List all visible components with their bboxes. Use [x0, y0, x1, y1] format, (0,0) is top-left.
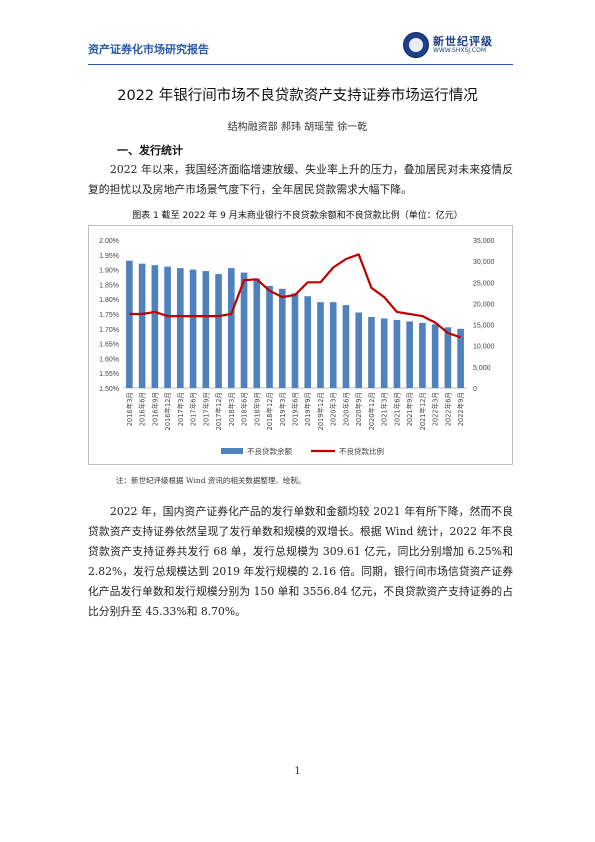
x-axis-category-label: 2019年6月	[291, 392, 300, 426]
x-axis-category-label: 2019年3月	[278, 392, 287, 426]
x-axis-category-label: 2020年6月	[341, 392, 350, 426]
x-axis-category-label: 2016年3月	[125, 392, 134, 426]
bar-npl-balance	[291, 293, 299, 388]
x-axis-category-label: 2018年3月	[227, 392, 236, 426]
x-axis-category-label: 2018年9月	[252, 392, 261, 426]
left-axis-tick-label: 2.00%	[99, 238, 119, 245]
bar-npl-balance	[444, 327, 452, 388]
x-axis-category-label: 2018年12月	[265, 392, 274, 430]
right-axis-tick-label: 10,000	[473, 344, 495, 351]
bar-npl-balance	[164, 266, 171, 388]
bar-npl-balance	[342, 305, 350, 388]
left-axis-tick-label: 1.65%	[99, 342, 119, 349]
issuance-paragraph: 2022 年，国内资产证券化产品的发行单数和金额均较 2021 年有所下降，然而…	[88, 502, 513, 622]
right-axis-tick-label: 25,000	[473, 280, 495, 287]
x-axis-category-label: 2017年9月	[201, 392, 210, 426]
page-number: 1	[294, 766, 301, 777]
left-axis-tick-label: 1.90%	[99, 268, 119, 275]
x-axis-category-label: 2018年6月	[240, 392, 249, 426]
logo-seal-icon	[403, 32, 429, 58]
logo-name: 新世纪评级	[433, 35, 493, 48]
right-axis-tick-label: 30,000	[473, 259, 495, 266]
right-axis-tick-label: 5,000	[473, 365, 491, 372]
document-title: 2022 年银行间市场不良贷款资产支持证券市场运行情况	[117, 88, 478, 104]
company-logo: 新世纪评级 WWW.SHXSJ.COM	[403, 30, 513, 60]
x-axis-category-label: 2021年9月	[405, 392, 414, 426]
legend-bar-swatch	[221, 448, 243, 454]
bar-npl-balance	[380, 318, 388, 388]
intro-paragraph-text: 2022 年以来，我国经济面临增速放缓、失业率上升的压力，叠加居民对未来疫情反复…	[88, 163, 513, 196]
x-axis-category-label: 2019年9月	[303, 392, 312, 426]
bar-npl-balance	[215, 274, 222, 388]
authors-line: 结构融资部 郝玮 胡瑶莹 徐一乾	[227, 122, 368, 133]
bar-npl-balance	[177, 268, 184, 388]
intro-paragraph: 2022 年以来，我国经济面临增速放缓、失业率上升的压力，叠加居民对未来疫情反复…	[88, 160, 513, 200]
x-axis-category-label: 2022年3月	[431, 392, 440, 426]
bar-npl-balance	[227, 268, 235, 388]
legend-line-label: 不良贷款比例	[339, 446, 384, 456]
bar-npl-balance	[431, 324, 439, 388]
bar-npl-balance	[266, 285, 273, 388]
x-axis-category-label: 2021年3月	[380, 392, 389, 426]
line-npl-ratio	[129, 253, 461, 339]
left-axis-tick-label: 1.55%	[99, 371, 119, 378]
bar-npl-balance	[202, 271, 210, 388]
left-axis-tick-label: 1.85%	[99, 282, 119, 289]
bar-npl-balance	[457, 328, 464, 388]
x-axis-category-label: 2022年9月	[456, 392, 465, 426]
x-axis-category-label: 2021年12月	[418, 392, 427, 430]
bar-npl-balance	[253, 278, 261, 388]
bar-npl-balance	[393, 319, 401, 388]
page-header: 资产证券化市场研究报告 新世纪评级 WWW.SHXSJ.COM	[88, 30, 513, 65]
left-axis-tick-label: 1.70%	[99, 327, 119, 334]
right-axis-tick-label: 15,000	[473, 323, 495, 330]
x-axis-category-label: 2016年9月	[150, 392, 159, 426]
right-axis-tick-label: 0	[473, 386, 477, 393]
bar-npl-balance	[151, 265, 159, 388]
x-axis-category-label: 2021年6月	[392, 392, 401, 426]
bar-npl-balance	[138, 263, 146, 388]
bar-npl-balance	[419, 322, 426, 388]
bar-npl-balance	[240, 272, 248, 388]
bar-npl-balance	[126, 260, 133, 388]
bar-npl-balance	[368, 316, 375, 388]
issuance-paragraph-text: 2022 年，国内资产证券化产品的发行单数和金额均较 2021 年有所下降，然而…	[88, 505, 513, 618]
bar-npl-balance	[304, 296, 312, 388]
logo-url: WWW.SHXSJ.COM	[433, 47, 487, 54]
right-axis-tick-label: 35,000	[473, 238, 495, 245]
x-axis-category-label: 2022年6月	[443, 392, 452, 426]
x-axis-category-label: 2017年12月	[214, 392, 223, 430]
x-axis-category-label: 2016年12月	[163, 392, 172, 430]
section-heading: 一、发行统计	[117, 144, 183, 157]
left-axis-tick-label: 1.60%	[99, 356, 119, 363]
left-axis-tick-label: 1.80%	[99, 297, 119, 304]
bar-npl-balance	[406, 321, 413, 388]
bar-npl-balance	[355, 312, 363, 388]
x-axis-category-label: 2017年3月	[176, 392, 185, 426]
chart-canvas: 1.50% 1.55% 1.60% 1.65% 1.70% 1.75% 1.80% 1.85%…	[99, 238, 495, 456]
bar-npl-balance	[329, 302, 337, 388]
chart-source-note: 注：新世纪评级根据 Wind 资讯的相关数据整理、绘制。	[116, 476, 306, 485]
right-axis-tick-label: 20,000	[473, 301, 495, 308]
figure-caption: 图表 1 截至 2022 年 9 月末商业银行不良贷款余额和不良贷款比例（单位：…	[132, 211, 463, 221]
report-series-name: 资产证券化市场研究报告	[88, 43, 209, 56]
npl-chart: 1.50% 1.55% 1.60% 1.65% 1.70% 1.75% 1.80% 1.85%…	[88, 225, 513, 465]
x-axis-category-label: 2020年12月	[367, 392, 376, 430]
left-axis-tick-label: 1.75%	[99, 312, 119, 319]
x-axis-category-label: 2020年3月	[329, 392, 338, 426]
legend-bar-label: 不良贷款余额	[247, 446, 292, 456]
bar-npl-balance	[189, 269, 197, 388]
bar-npl-balance	[278, 288, 286, 388]
x-axis-category-label: 2019年12月	[316, 392, 325, 430]
x-axis-category-label: 2020年9月	[354, 392, 363, 426]
x-axis-category-label: 2017年6月	[189, 392, 198, 426]
x-axis-category-label: 2016年6月	[138, 392, 147, 426]
bar-npl-balance	[317, 302, 324, 388]
left-axis-tick-label: 1.95%	[99, 253, 119, 260]
left-axis-tick-label: 1.50%	[99, 386, 119, 393]
